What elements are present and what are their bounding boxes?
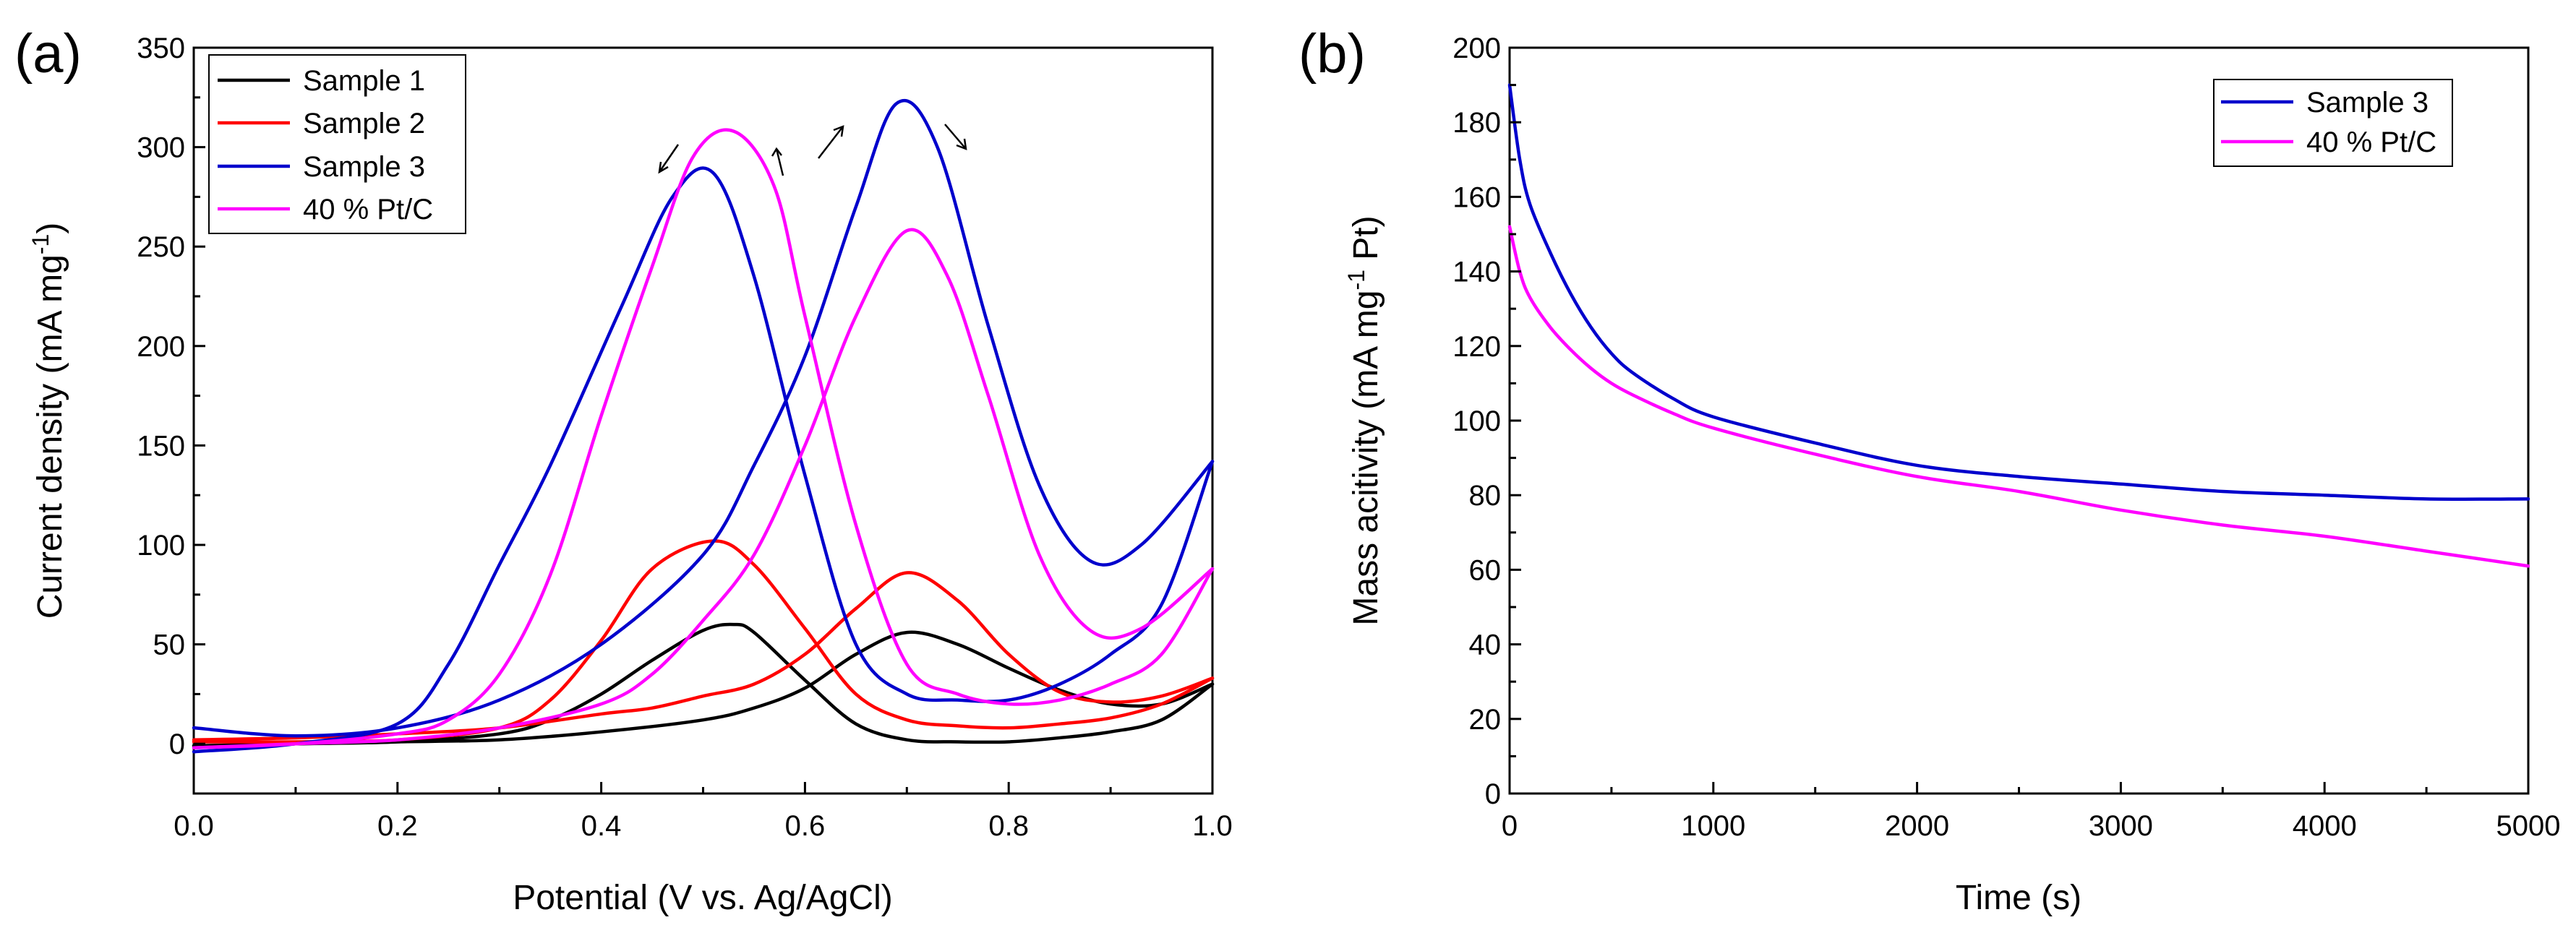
panel-b-x-tick-label: 0 bbox=[1502, 810, 1518, 842]
series-40-pt-c-forward-scan bbox=[192, 228, 1215, 749]
panel-b-legend: Sample 3 40 % Pt/C bbox=[2213, 79, 2453, 167]
panel-b-x-tick-label: 3000 bbox=[2089, 810, 2153, 842]
panel-a-x-tick-label: 0.4 bbox=[581, 810, 622, 842]
panel-a-x-tick-label: 0.2 bbox=[377, 810, 418, 842]
chart-panel-a: (a) 0.0 0.2 0.4 0.6 0.8 1.0 0 50 100 150 200 250 300… bbox=[14, 23, 1233, 917]
panel-a-legend: Sample 1 Sample 2 Sample 3 40 % Pt/C bbox=[208, 54, 466, 234]
panel-b-y-tick-label: 160 bbox=[1452, 181, 1501, 213]
legend-item-b-sample-3: Sample 3 bbox=[2221, 87, 2429, 119]
legend-label-sample-1: Sample 1 bbox=[303, 65, 425, 97]
panel-b-series bbox=[1507, 83, 2530, 568]
panel-a-series bbox=[192, 98, 1215, 754]
panel-b-y-tick-label: 20 bbox=[1469, 704, 1502, 736]
arrow-forward-left bbox=[818, 125, 844, 159]
panel-a-y-tick-label: 150 bbox=[137, 430, 185, 462]
series-sample-1-reverse-scan bbox=[192, 622, 1215, 748]
series-b-sample-3-line bbox=[1507, 83, 2530, 501]
panel-b-plot: 0 1000 2000 3000 4000 5000 0 20 40 60 80 100 120 140 1… bbox=[1452, 33, 2560, 842]
series-sample-3-reverse-scan bbox=[192, 166, 1215, 754]
panel-b-y-tick-label: 0 bbox=[1485, 778, 1501, 810]
series-sample-3-forward-scan bbox=[192, 98, 1215, 738]
panel-b-x-tick-label: 1000 bbox=[1681, 810, 1745, 842]
chart-panel-b: (b) 0 1000 2000 3000 4000 5000 0 20 40 60 80 100 120… bbox=[1298, 23, 2560, 917]
panel-b-x-tick-label: 2000 bbox=[1885, 810, 1949, 842]
series-sample-2-reverse-scan bbox=[192, 539, 1215, 744]
panel-b-label: (b) bbox=[1298, 23, 1366, 85]
legend-item-sample-3: Sample 3 bbox=[218, 151, 425, 183]
panel-b-y-tick-label: 100 bbox=[1452, 405, 1501, 437]
panel-a-y-title-main: Current density (mA mg bbox=[31, 254, 69, 619]
panel-b-y-tick-label: 80 bbox=[1469, 480, 1502, 512]
panel-b-legend-box bbox=[2213, 79, 2453, 167]
panel-a-x-tick-label: 0.8 bbox=[988, 810, 1029, 842]
panel-a-x-axis-title: Potential (V vs. Ag/AgCl) bbox=[513, 879, 893, 917]
panel-b-y-tick-label: 180 bbox=[1452, 107, 1501, 139]
panel-a-y-tick-label: 100 bbox=[137, 530, 185, 562]
panel-b-y-tick-label: 200 bbox=[1452, 33, 1501, 64]
panel-a-y-axis-title: Current density (mA mg-1) bbox=[27, 223, 69, 619]
scan-direction-arrows bbox=[658, 124, 967, 176]
panel-a-y-tick-label: 50 bbox=[153, 629, 186, 661]
panel-a-y-title-sup: -1 bbox=[27, 234, 54, 254]
arrow-forward-right bbox=[944, 124, 967, 150]
panel-a-plot: 0.0 0.2 0.4 0.6 0.8 1.0 0 50 100 150 200 250 300 350 bbox=[137, 33, 1233, 842]
panel-b-y-axis-title: Mass acitivity (mA mg-1 Pt) bbox=[1343, 215, 1385, 625]
panel-a-y-tick-label: 350 bbox=[137, 33, 185, 64]
panel-b-x-tick-label: 5000 bbox=[2496, 810, 2561, 842]
panel-a-y-tick-label: 300 bbox=[137, 132, 185, 164]
legend-label-pt-c: 40 % Pt/C bbox=[303, 194, 433, 225]
panel-a-y-tick-label: 200 bbox=[137, 331, 185, 363]
panel-a-x-tick-label: 0.0 bbox=[174, 810, 214, 842]
arrow-reverse-left bbox=[658, 144, 680, 174]
legend-item-pt-c: 40 % Pt/C bbox=[218, 194, 433, 225]
panel-a-y-tick-label: 0 bbox=[169, 728, 185, 760]
panel-a-y-tick-label: 250 bbox=[137, 231, 185, 263]
legend-item-sample-2: Sample 2 bbox=[218, 108, 425, 139]
panel-a-label: (a) bbox=[14, 23, 82, 85]
panel-b-y-title-end: Pt) bbox=[1347, 215, 1385, 270]
panel-b-x-tick-label: 4000 bbox=[2293, 810, 2357, 842]
legend-item-b-pt-c: 40 % Pt/C bbox=[2221, 126, 2436, 158]
panel-a-legend-box bbox=[208, 54, 466, 234]
panel-b-y-tick-label: 120 bbox=[1452, 331, 1501, 363]
panel-a-x-tick-label: 1.0 bbox=[1192, 810, 1233, 842]
series-40-pt-c-reverse-scan bbox=[192, 128, 1215, 749]
legend-item-sample-1: Sample 1 bbox=[218, 65, 425, 97]
panel-a-x-tick-label: 0.6 bbox=[785, 810, 826, 842]
series-sample-1-forward-scan bbox=[192, 630, 1215, 748]
panel-b-ticks: 0 1000 2000 3000 4000 5000 0 20 40 60 80 100 120 140 1… bbox=[1452, 33, 2560, 842]
legend-label-sample-2: Sample 2 bbox=[303, 108, 425, 139]
panel-a-y-title-end: ) bbox=[31, 223, 69, 234]
panel-b-y-tick-label: 40 bbox=[1469, 629, 1502, 661]
legend-label-b-pt-c: 40 % Pt/C bbox=[2306, 126, 2436, 158]
legend-label-b-sample-3: Sample 3 bbox=[2306, 87, 2429, 119]
panel-b-x-axis-title: Time (s) bbox=[1956, 879, 2081, 917]
arrow-reverse-right bbox=[771, 147, 784, 176]
panel-b-y-tick-label: 60 bbox=[1469, 554, 1502, 586]
panel-b-y-title-sup: -1 bbox=[1343, 270, 1369, 290]
panel-b-y-title-main: Mass acitivity (mA mg bbox=[1347, 291, 1385, 626]
series-sample-2-forward-scan bbox=[192, 571, 1215, 741]
panel-b-y-tick-label: 140 bbox=[1452, 257, 1501, 288]
panel-a-ticks: 0.0 0.2 0.4 0.6 0.8 1.0 0 50 100 150 200 250 300 350 bbox=[137, 33, 1233, 842]
series-b-40-pt-c-line bbox=[1507, 225, 2530, 568]
legend-label-sample-3: Sample 3 bbox=[303, 151, 425, 183]
